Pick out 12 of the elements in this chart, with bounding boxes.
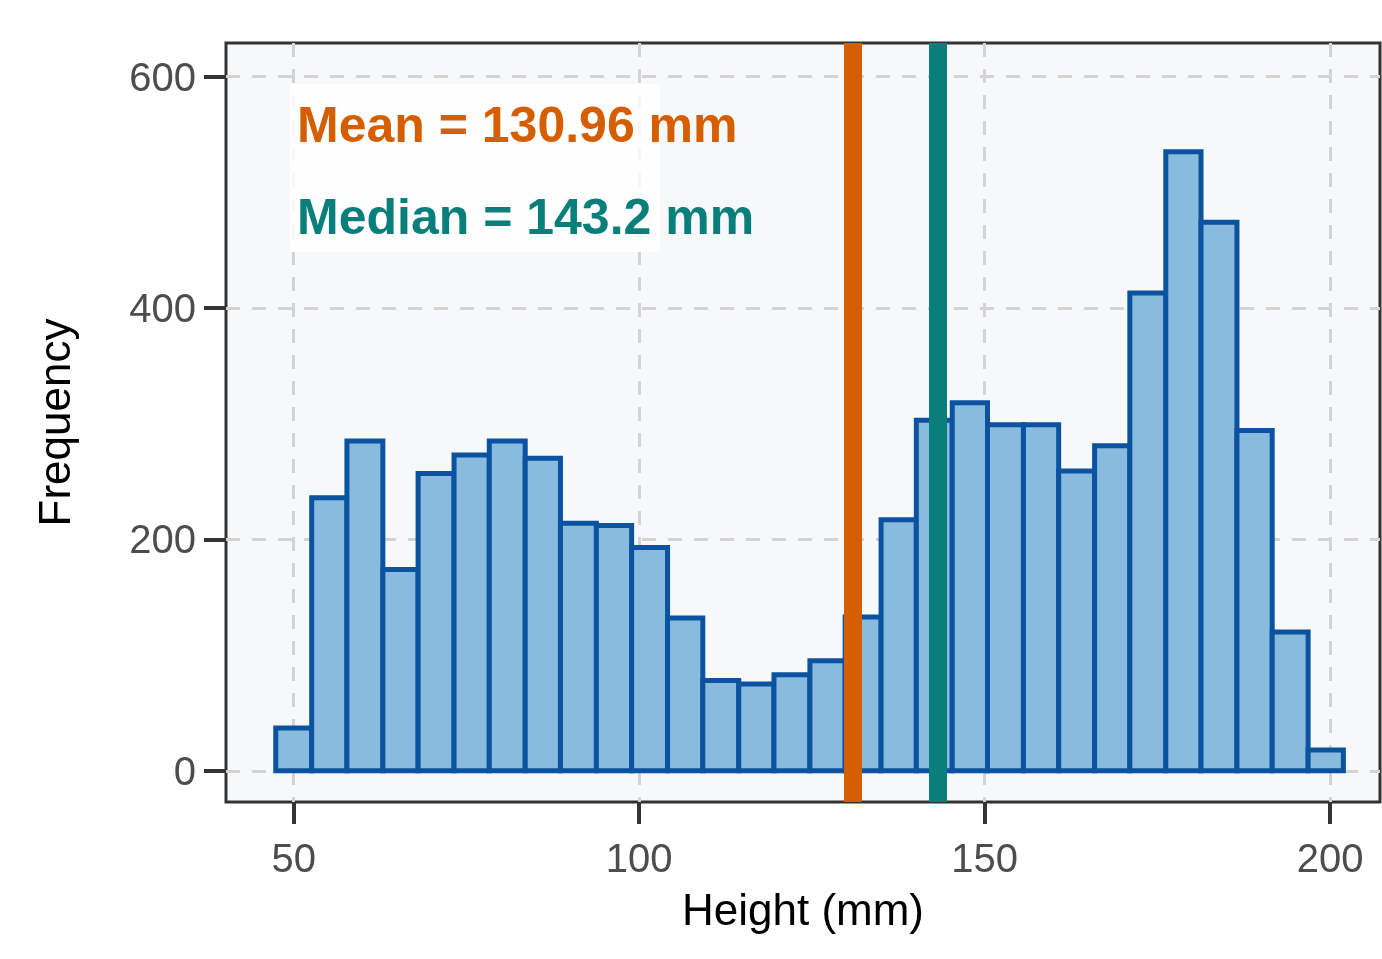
ref-line-label: Mean = 130.96 mm [297, 97, 738, 153]
ref-line-label: Median = 143.2 mm [297, 189, 755, 245]
x-tick-label: 200 [1296, 836, 1364, 880]
y-tick-label: 400 [129, 285, 196, 330]
y-tick-label: 600 [129, 54, 196, 99]
y-tick-label: 0 [173, 748, 196, 793]
x-axis-title: Height (mm) [681, 884, 925, 934]
y-axis-title: Frequency [29, 318, 79, 527]
y-tick-label: 200 [129, 517, 196, 562]
x-tick-label: 150 [951, 836, 1019, 880]
x-tick-label: 100 [605, 836, 673, 880]
x-tick-label: 50 [271, 836, 316, 880]
